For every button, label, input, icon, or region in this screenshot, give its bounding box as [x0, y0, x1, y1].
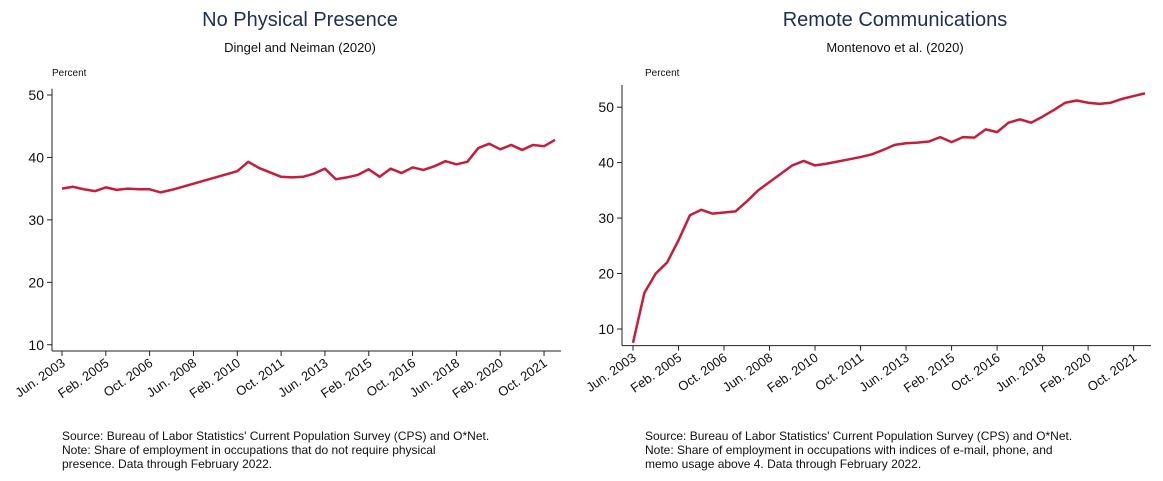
note: Note: Share of employment in occupations… [62, 443, 436, 457]
y-tick-label: 50 [28, 87, 44, 103]
note: Source: Bureau of Labor Statistics' Curr… [645, 429, 1072, 443]
chart-subtitle: Montenovo et al. (2020) [826, 40, 963, 55]
chart-subtitle: Dingel and Neiman (2020) [224, 40, 376, 55]
note: presence. Data through February 2022. [62, 457, 272, 471]
y-tick-label: 10 [598, 321, 614, 337]
x-tick-label: Oct. 2006 [675, 350, 730, 395]
y-tick-label: 40 [598, 155, 614, 171]
x-tick-label: Feb. 2005 [628, 350, 685, 396]
note: memo usage above 4. Data through Februar… [645, 457, 921, 471]
x-tick-label: Oct. 2021 [1085, 350, 1140, 395]
x-tick-label: Feb. 2015 [901, 350, 958, 396]
x-tick-label: Oct. 2011 [812, 350, 866, 394]
chart-title: Remote Communications [783, 9, 1008, 31]
note: Note: Share of employment in occupations… [645, 443, 1053, 457]
y-tick-label: 50 [598, 99, 614, 115]
y-tick-label: 40 [28, 149, 44, 165]
y-tick-label: 10 [28, 337, 44, 353]
y-tick-label: 20 [598, 266, 614, 282]
x-tick-label: Feb. 2020 [1037, 350, 1094, 396]
y-axis-label: Percent [645, 68, 680, 79]
y-tick-label: 20 [28, 274, 44, 290]
x-tick-label: Oct. 2016 [948, 350, 1003, 395]
x-tick-label: Oct. 2021 [495, 355, 550, 400]
data-line [631, 92, 1146, 344]
note: Source: Bureau of Labor Statistics' Curr… [62, 429, 489, 443]
y-tick-label: 30 [28, 212, 44, 228]
chart-title: No Physical Presence [202, 9, 398, 31]
data-line [61, 138, 556, 194]
x-tick-label: Feb. 2010 [764, 350, 821, 396]
y-tick-label: 30 [598, 210, 614, 226]
y-axis-label: Percent [52, 68, 87, 79]
